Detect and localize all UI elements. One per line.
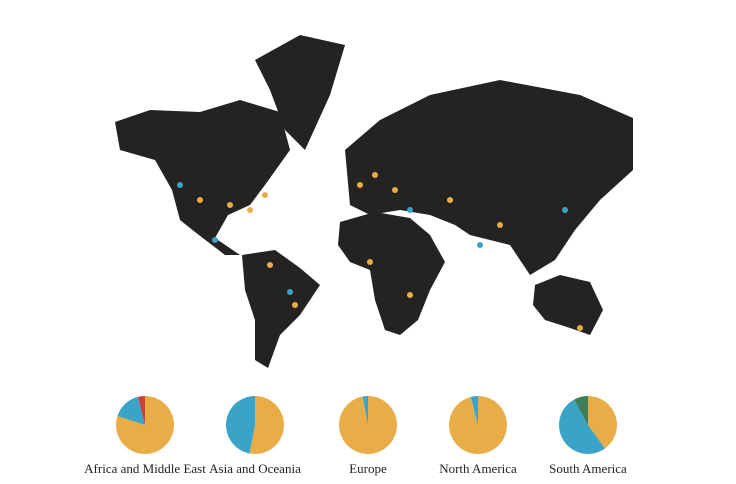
pie-slice: [249, 396, 284, 454]
north-america: [115, 100, 290, 255]
location-dots: [177, 172, 583, 331]
pie-slice: [588, 396, 617, 449]
location-dot: [287, 289, 293, 295]
pie-title: Asia and Oceania: [209, 461, 301, 476]
pie-slice: [117, 396, 145, 425]
pie-slice: [137, 396, 145, 425]
location-dot: [197, 197, 203, 203]
location-dot: [372, 172, 378, 178]
africa: [338, 212, 445, 335]
location-dot: [392, 187, 398, 193]
location-dot: [227, 202, 233, 208]
pie-title: North America: [439, 461, 517, 476]
south-america: [242, 250, 320, 368]
location-dot: [247, 207, 253, 213]
pie-title: South America: [549, 461, 627, 476]
pie-slice: [225, 396, 255, 454]
location-dot: [212, 237, 218, 243]
location-dot: [562, 207, 568, 213]
location-dot: [497, 222, 503, 228]
pie-slice: [470, 396, 478, 425]
pie-title: Europe: [349, 461, 387, 476]
location-dot: [447, 197, 453, 203]
location-dot: [577, 325, 583, 331]
location-dot: [177, 182, 183, 188]
location-dot: [292, 302, 298, 308]
location-dot: [262, 192, 268, 198]
location-dot: [267, 262, 273, 268]
location-dot: [367, 259, 373, 265]
pie-slice: [338, 396, 397, 454]
location-dot: [477, 242, 483, 248]
world-map: [115, 35, 633, 368]
greenland: [255, 35, 345, 150]
pie-slice: [559, 399, 606, 454]
eurasia: [345, 80, 633, 275]
pie-title: Africa and Middle East: [84, 461, 206, 476]
pie-slice: [362, 396, 368, 425]
pie-charts: Africa and Middle East Asia and Oceania Eu…: [84, 396, 627, 476]
australia: [533, 275, 603, 335]
location-dot: [357, 182, 363, 188]
location-dot: [407, 292, 413, 298]
pie-slice: [574, 396, 588, 425]
location-dot: [407, 207, 413, 213]
